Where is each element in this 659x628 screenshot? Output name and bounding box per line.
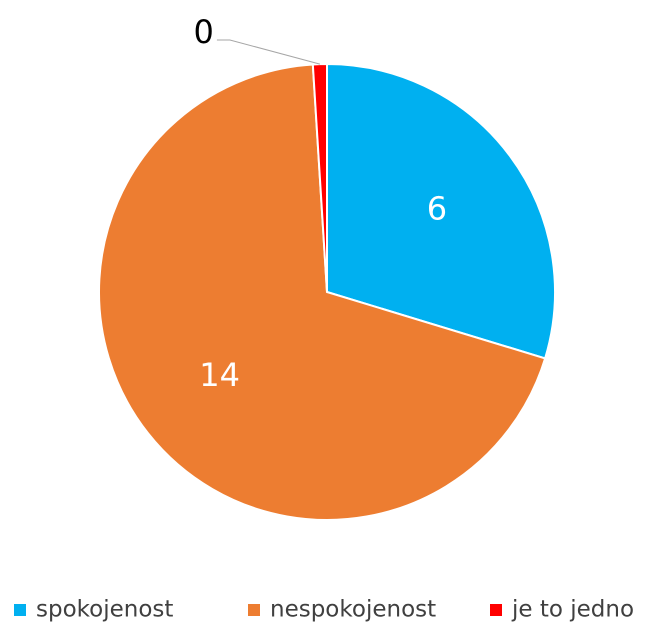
legend-label: je to jedno bbox=[511, 597, 634, 623]
legend-label: nespokojenost bbox=[270, 597, 436, 623]
legend-marker bbox=[248, 604, 260, 616]
data-label: 6 bbox=[427, 190, 447, 228]
leader-line bbox=[216, 39, 321, 65]
pie-slice bbox=[98, 63, 547, 521]
legend-marker bbox=[14, 604, 26, 616]
data-label: 0 bbox=[194, 13, 214, 51]
legend-marker bbox=[490, 604, 502, 616]
pie-slice bbox=[326, 62, 556, 360]
data-label: 14 bbox=[199, 356, 240, 394]
legend-label: spokojenost bbox=[36, 597, 173, 623]
